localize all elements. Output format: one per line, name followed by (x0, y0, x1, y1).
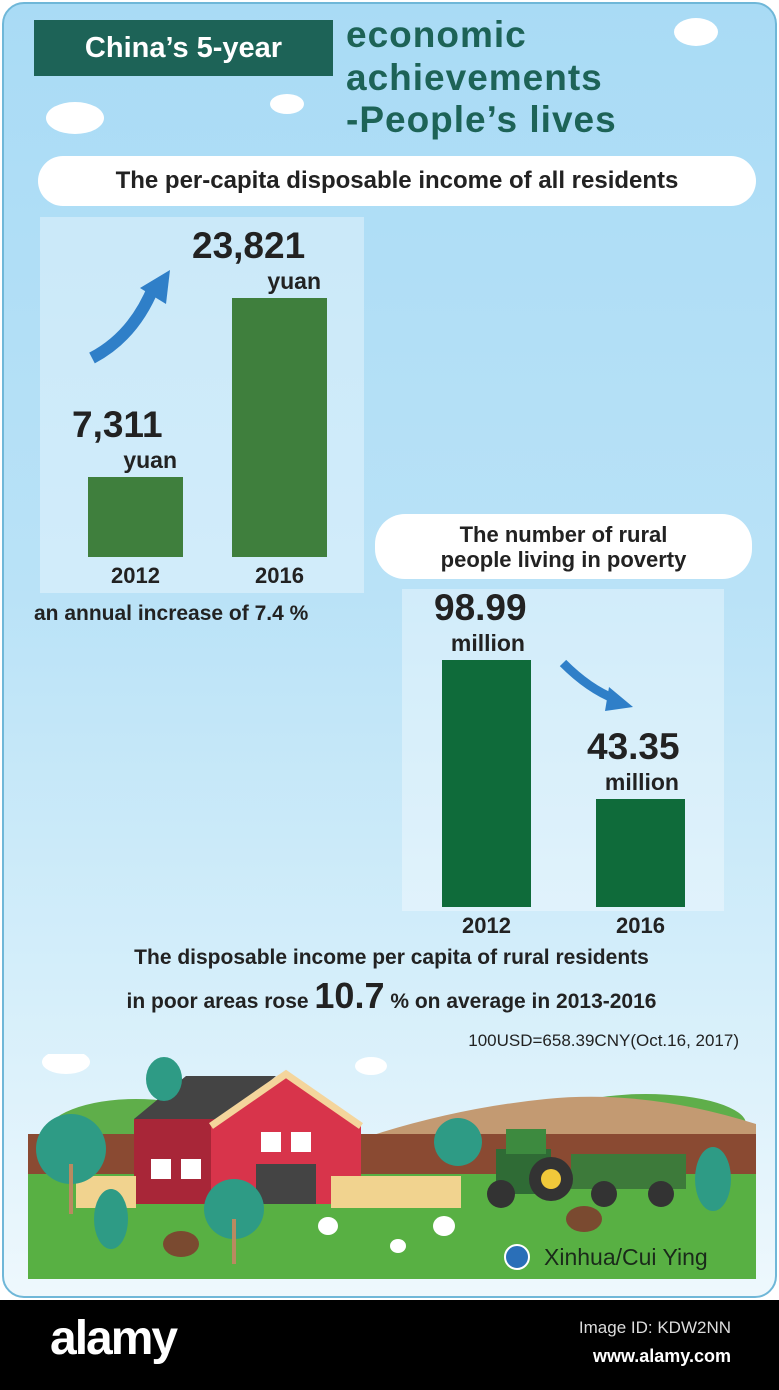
value-label: 98.99 (434, 586, 527, 628)
cloud (46, 102, 104, 134)
poverty-title-l1: The number of rural (459, 521, 668, 547)
value-label: 23,821 (192, 224, 306, 266)
income-note: an annual increase of 7.4 % (34, 602, 309, 625)
cloud (674, 18, 718, 46)
year-label: 2012 (462, 913, 511, 938)
image-id: Image ID: KDW2NN (578, 1318, 731, 1337)
up-arrow-icon (89, 270, 170, 364)
exchange-rate: 100USD=658.39CNY(Oct.16, 2017) (468, 1031, 739, 1050)
year-label: 2016 (255, 563, 304, 588)
bar-2016 (232, 297, 327, 557)
title-box: China’s 5-year (34, 20, 333, 76)
rural-line2-post: % on average in 2013-2016 (384, 990, 657, 1013)
unit-label: million (450, 629, 525, 656)
cloud (270, 94, 304, 114)
year-label: 2016 (616, 913, 665, 938)
infographic: China’s 5-year economic achievements -Pe… (2, 2, 777, 1298)
title-line: -People’s lives (346, 99, 617, 140)
rural-growth-value: 10.7 (314, 975, 385, 1016)
bar-2016 (596, 798, 685, 907)
value-label: 7,311 (72, 404, 163, 446)
year-label: 2012 (111, 563, 160, 588)
rural-line1: The disposable income per capita of rura… (134, 946, 649, 969)
farm-scene-illustration (28, 1054, 756, 1279)
credit: Xinhua/Cui Ying (544, 1244, 708, 1270)
poverty-title: The number of rural people living in pov… (375, 514, 752, 579)
income-title: The per-capita disposable income of all … (38, 156, 756, 206)
rural-line2-pre: in poor areas rose (126, 990, 315, 1013)
title-line: economic (346, 14, 527, 55)
xinhua-logo-icon (504, 1244, 530, 1270)
poverty-title-l2: people living in poverty (440, 546, 687, 572)
footer-bar: alamy Image ID: KDW2NN www.alamy.com (0, 1300, 779, 1390)
unit-label: million (604, 768, 679, 795)
down-arrow-icon (559, 659, 633, 711)
unit-label: yuan (267, 267, 321, 294)
rural-line2: in poor areas rose 10.7 % on average in … (4, 975, 775, 1022)
alamy-logo: alamy (50, 1312, 178, 1365)
unit-label: yuan (123, 447, 177, 474)
bar-2012 (88, 477, 183, 557)
alamy-url: www.alamy.com (592, 1346, 731, 1366)
bar-2012 (442, 659, 531, 907)
value-label: 43.35 (587, 725, 680, 767)
title-line: achievements (346, 57, 603, 98)
